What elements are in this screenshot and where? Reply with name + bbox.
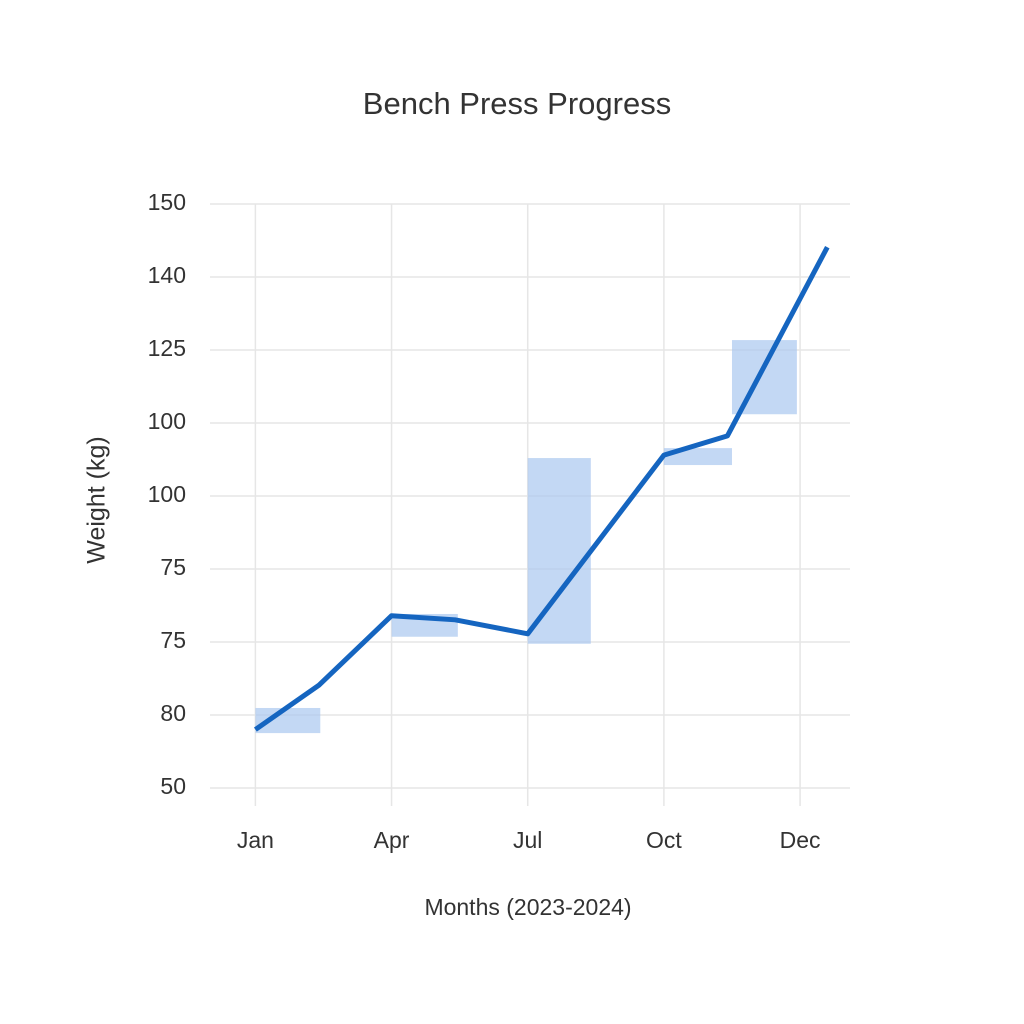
range-bar [527, 458, 591, 644]
x-tick-label: Oct [646, 827, 682, 853]
y-tick-label: 75 [160, 554, 186, 580]
y-tick-label: 50 [160, 773, 186, 799]
x-tick-label: Dec [780, 827, 821, 853]
x-axis-label: Months (2023-2024) [424, 894, 631, 920]
x-tick-label: Jan [237, 827, 274, 853]
y-tick-label: 125 [148, 335, 186, 361]
range-bar [731, 340, 797, 415]
chart-title: Bench Press Progress [363, 86, 671, 121]
data-line [253, 246, 830, 732]
y-axis-label: Weight (kg) [83, 436, 111, 563]
y-tick-label: 100 [148, 481, 186, 507]
y-tick-label: 100 [148, 408, 186, 434]
y-tick-label: 150 [148, 189, 186, 215]
x-tick-label: Jul [513, 827, 542, 853]
y-tick-label: 80 [160, 700, 186, 726]
y-tick-label: 140 [148, 262, 186, 288]
x-tick-label: Apr [374, 827, 410, 853]
y-tick-label: 75 [160, 627, 186, 653]
